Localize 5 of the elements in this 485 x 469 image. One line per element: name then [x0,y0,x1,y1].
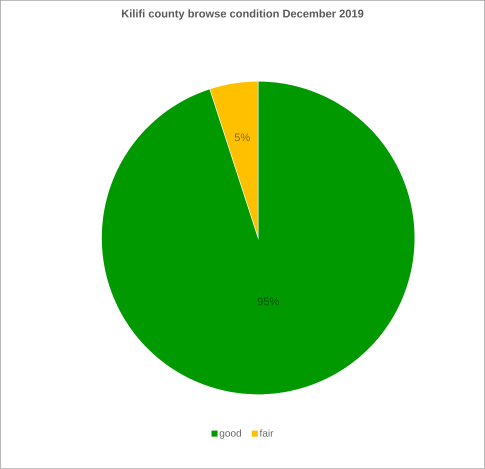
data-label: 5% [234,134,250,142]
legend-label: fair [260,429,274,437]
chart-title: Kilifi county browse condition December 2019 [122,9,364,20]
legend-label: good [220,429,242,439]
data-label: 95% [258,298,279,306]
